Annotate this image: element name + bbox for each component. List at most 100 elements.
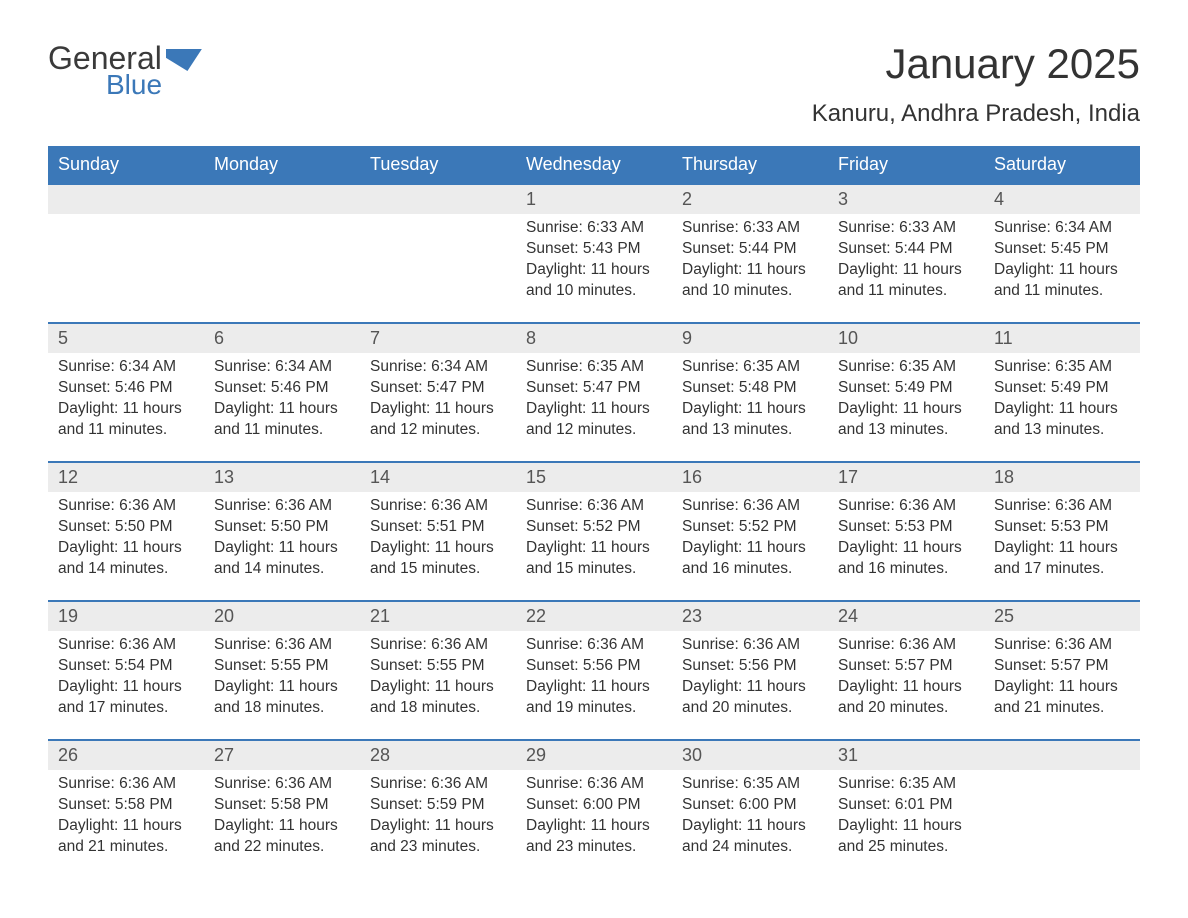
sunrise-text: Sunrise: 6:34 AM — [58, 357, 194, 378]
sunset-text: Sunset: 5:53 PM — [838, 517, 974, 538]
sunset-text: Sunset: 5:49 PM — [994, 378, 1130, 399]
sunset-text: Sunset: 5:56 PM — [682, 656, 818, 677]
sunset-text: Sunset: 5:44 PM — [682, 239, 818, 260]
sunrise-text: Sunrise: 6:36 AM — [994, 635, 1130, 656]
daylight-text: Daylight: 11 hours and 20 minutes. — [682, 677, 818, 719]
sunset-text: Sunset: 5:50 PM — [214, 517, 350, 538]
daylight-text: Daylight: 11 hours and 11 minutes. — [214, 399, 350, 441]
sunrise-text: Sunrise: 6:36 AM — [370, 635, 506, 656]
day-content: Sunrise: 6:36 AMSunset: 5:53 PMDaylight:… — [984, 492, 1140, 600]
sunrise-text: Sunrise: 6:36 AM — [370, 496, 506, 517]
sunset-text: Sunset: 5:45 PM — [994, 239, 1130, 260]
daylight-text: Daylight: 11 hours and 12 minutes. — [370, 399, 506, 441]
weekday-cell: Friday — [828, 146, 984, 183]
weekday-cell: Saturday — [984, 146, 1140, 183]
sunset-text: Sunset: 5:52 PM — [526, 517, 662, 538]
daynum-band: 262728293031 — [48, 741, 1140, 770]
daylight-text: Daylight: 11 hours and 23 minutes. — [526, 816, 662, 858]
day-content: Sunrise: 6:36 AMSunset: 5:52 PMDaylight:… — [516, 492, 672, 600]
day-number: 22 — [516, 602, 672, 631]
day-number — [360, 185, 516, 214]
daylight-text: Daylight: 11 hours and 23 minutes. — [370, 816, 506, 858]
sunrise-text: Sunrise: 6:35 AM — [682, 774, 818, 795]
daylight-text: Daylight: 11 hours and 15 minutes. — [370, 538, 506, 580]
day-number: 18 — [984, 463, 1140, 492]
title-block: January 2025 Kanuru, Andhra Pradesh, Ind… — [812, 40, 1140, 128]
sunset-text: Sunset: 5:46 PM — [58, 378, 194, 399]
header: General Blue January 2025 Kanuru, Andhra… — [48, 40, 1140, 128]
daylight-text: Daylight: 11 hours and 12 minutes. — [526, 399, 662, 441]
sunrise-text: Sunrise: 6:36 AM — [58, 496, 194, 517]
day-content: Sunrise: 6:36 AMSunset: 5:50 PMDaylight:… — [204, 492, 360, 600]
day-number: 2 — [672, 185, 828, 214]
daylight-text: Daylight: 11 hours and 16 minutes. — [838, 538, 974, 580]
content-row: Sunrise: 6:34 AMSunset: 5:46 PMDaylight:… — [48, 353, 1140, 461]
day-content: Sunrise: 6:35 AMSunset: 5:49 PMDaylight:… — [828, 353, 984, 461]
day-content: Sunrise: 6:36 AMSunset: 5:58 PMDaylight:… — [204, 770, 360, 878]
sunset-text: Sunset: 5:47 PM — [526, 378, 662, 399]
sunrise-text: Sunrise: 6:36 AM — [838, 496, 974, 517]
day-content: Sunrise: 6:33 AMSunset: 5:43 PMDaylight:… — [516, 214, 672, 322]
day-content — [48, 214, 204, 322]
day-number: 5 — [48, 324, 204, 353]
calendar: SundayMondayTuesdayWednesdayThursdayFrid… — [48, 146, 1140, 878]
daylight-text: Daylight: 11 hours and 17 minutes. — [994, 538, 1130, 580]
sunset-text: Sunset: 5:48 PM — [682, 378, 818, 399]
sunrise-text: Sunrise: 6:36 AM — [682, 635, 818, 656]
weekday-cell: Wednesday — [516, 146, 672, 183]
daylight-text: Daylight: 11 hours and 15 minutes. — [526, 538, 662, 580]
sunset-text: Sunset: 6:00 PM — [526, 795, 662, 816]
day-content: Sunrise: 6:33 AMSunset: 5:44 PMDaylight:… — [828, 214, 984, 322]
sunrise-text: Sunrise: 6:36 AM — [58, 635, 194, 656]
day-content: Sunrise: 6:35 AMSunset: 5:47 PMDaylight:… — [516, 353, 672, 461]
sunset-text: Sunset: 5:49 PM — [838, 378, 974, 399]
sunset-text: Sunset: 5:46 PM — [214, 378, 350, 399]
daylight-text: Daylight: 11 hours and 11 minutes. — [58, 399, 194, 441]
daynum-band: 12131415161718 — [48, 463, 1140, 492]
sunrise-text: Sunrise: 6:34 AM — [370, 357, 506, 378]
day-content: Sunrise: 6:36 AMSunset: 5:51 PMDaylight:… — [360, 492, 516, 600]
day-content: Sunrise: 6:36 AMSunset: 5:54 PMDaylight:… — [48, 631, 204, 739]
sunrise-text: Sunrise: 6:34 AM — [994, 218, 1130, 239]
day-number: 20 — [204, 602, 360, 631]
day-number: 16 — [672, 463, 828, 492]
daylight-text: Daylight: 11 hours and 21 minutes. — [58, 816, 194, 858]
sunrise-text: Sunrise: 6:35 AM — [838, 357, 974, 378]
day-content: Sunrise: 6:36 AMSunset: 5:58 PMDaylight:… — [48, 770, 204, 878]
daylight-text: Daylight: 11 hours and 18 minutes. — [214, 677, 350, 719]
day-number: 1 — [516, 185, 672, 214]
daylight-text: Daylight: 11 hours and 22 minutes. — [214, 816, 350, 858]
sunrise-text: Sunrise: 6:36 AM — [526, 496, 662, 517]
day-number: 21 — [360, 602, 516, 631]
daylight-text: Daylight: 11 hours and 13 minutes. — [838, 399, 974, 441]
week-row: 567891011Sunrise: 6:34 AMSunset: 5:46 PM… — [48, 322, 1140, 461]
day-number: 19 — [48, 602, 204, 631]
daylight-text: Daylight: 11 hours and 16 minutes. — [682, 538, 818, 580]
daylight-text: Daylight: 11 hours and 10 minutes. — [682, 260, 818, 302]
sunset-text: Sunset: 5:53 PM — [994, 517, 1130, 538]
day-number — [984, 741, 1140, 770]
weeks-container: 1234Sunrise: 6:33 AMSunset: 5:43 PMDayli… — [48, 183, 1140, 878]
day-content: Sunrise: 6:36 AMSunset: 5:56 PMDaylight:… — [672, 631, 828, 739]
sunrise-text: Sunrise: 6:36 AM — [370, 774, 506, 795]
sunrise-text: Sunrise: 6:36 AM — [994, 496, 1130, 517]
day-number: 3 — [828, 185, 984, 214]
daylight-text: Daylight: 11 hours and 11 minutes. — [994, 260, 1130, 302]
sunset-text: Sunset: 6:00 PM — [682, 795, 818, 816]
sunrise-text: Sunrise: 6:36 AM — [214, 635, 350, 656]
week-row: 1234Sunrise: 6:33 AMSunset: 5:43 PMDayli… — [48, 183, 1140, 322]
day-content: Sunrise: 6:36 AMSunset: 5:57 PMDaylight:… — [828, 631, 984, 739]
day-content: Sunrise: 6:36 AMSunset: 5:50 PMDaylight:… — [48, 492, 204, 600]
logo-text-blue: Blue — [106, 69, 202, 101]
content-row: Sunrise: 6:36 AMSunset: 5:54 PMDaylight:… — [48, 631, 1140, 739]
daylight-text: Daylight: 11 hours and 20 minutes. — [838, 677, 974, 719]
weekday-cell: Tuesday — [360, 146, 516, 183]
sunset-text: Sunset: 5:50 PM — [58, 517, 194, 538]
day-content: Sunrise: 6:36 AMSunset: 5:57 PMDaylight:… — [984, 631, 1140, 739]
daynum-band: 567891011 — [48, 324, 1140, 353]
day-number: 12 — [48, 463, 204, 492]
sunset-text: Sunset: 6:01 PM — [838, 795, 974, 816]
day-content — [204, 214, 360, 322]
day-number: 31 — [828, 741, 984, 770]
daylight-text: Daylight: 11 hours and 10 minutes. — [526, 260, 662, 302]
